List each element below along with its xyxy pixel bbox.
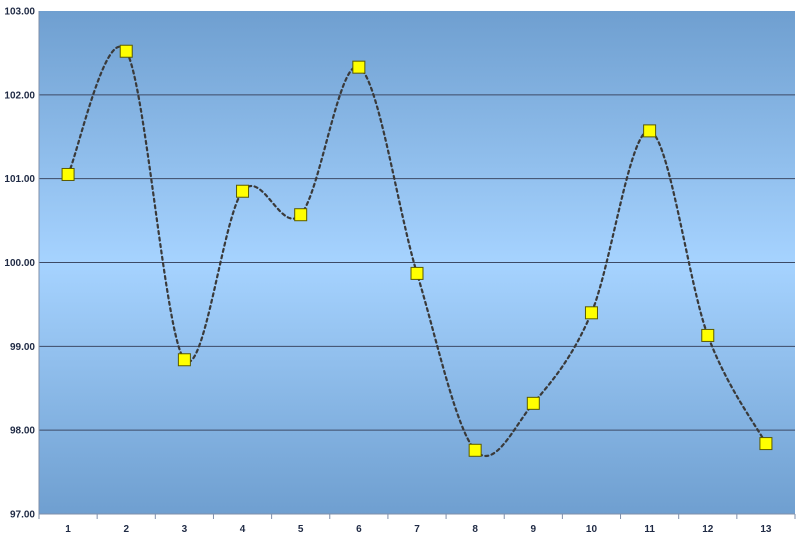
data-point-marker xyxy=(468,443,482,457)
series-markers xyxy=(61,44,773,457)
data-point-marker xyxy=(701,328,715,342)
data-point-marker xyxy=(119,44,133,58)
x-tick-label: 5 xyxy=(298,524,304,535)
axes xyxy=(38,11,796,519)
x-tick-label: 10 xyxy=(586,524,598,535)
data-point-marker xyxy=(177,353,191,367)
x-tick-label: 6 xyxy=(356,524,362,535)
y-tick-label: 101.00 xyxy=(4,174,35,185)
data-point-marker xyxy=(236,184,250,198)
x-tick-label: 9 xyxy=(531,524,537,535)
x-tick-labels: 1 2 3 4 5 6 7 8 9 10 11 12 13 xyxy=(65,524,772,535)
series-line-path xyxy=(66,45,768,458)
data-point-marker xyxy=(61,167,75,181)
data-point-marker xyxy=(352,60,366,74)
data-point-marker xyxy=(526,396,540,410)
y-tick-label: 97.00 xyxy=(10,510,35,521)
series-line xyxy=(66,45,768,458)
x-tick-label: 3 xyxy=(182,524,188,535)
x-tick-label: 2 xyxy=(123,524,129,535)
y-tick-labels: 97.00 98.00 99.00 100.00 101.00 102.00 103.00 xyxy=(4,7,35,521)
y-tick-label: 102.00 xyxy=(4,90,35,101)
data-point-marker xyxy=(410,266,424,280)
data-point-marker xyxy=(759,437,773,451)
x-tick-label: 12 xyxy=(702,524,714,535)
y-tick-label: 98.00 xyxy=(10,426,35,437)
y-tick-label: 99.00 xyxy=(10,342,35,353)
x-tick-label: 1 xyxy=(65,524,71,535)
y-tick-label: 103.00 xyxy=(4,7,35,18)
x-tick-label: 4 xyxy=(240,524,246,535)
x-tick-label: 7 xyxy=(414,524,420,535)
gridlines xyxy=(39,94,795,431)
x-tick-label: 13 xyxy=(760,524,772,535)
data-point-marker xyxy=(294,208,308,222)
y-tick-label: 100.00 xyxy=(4,258,35,269)
x-tick-label: 11 xyxy=(644,524,655,535)
x-tick-label: 8 xyxy=(472,524,478,535)
data-point-marker xyxy=(584,306,598,320)
data-point-marker xyxy=(643,124,657,138)
